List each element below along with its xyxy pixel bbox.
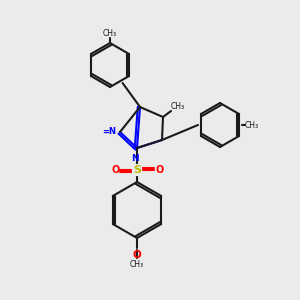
- Text: O: O: [112, 165, 120, 175]
- Text: =N: =N: [102, 128, 116, 136]
- Text: O: O: [156, 165, 164, 175]
- Text: CH₃: CH₃: [171, 102, 185, 111]
- Text: N: N: [131, 154, 139, 163]
- Text: CH₃: CH₃: [130, 260, 144, 269]
- Text: O: O: [133, 250, 141, 260]
- Text: CH₃: CH₃: [245, 121, 259, 130]
- Text: S: S: [133, 165, 141, 175]
- Text: CH₃: CH₃: [103, 29, 117, 38]
